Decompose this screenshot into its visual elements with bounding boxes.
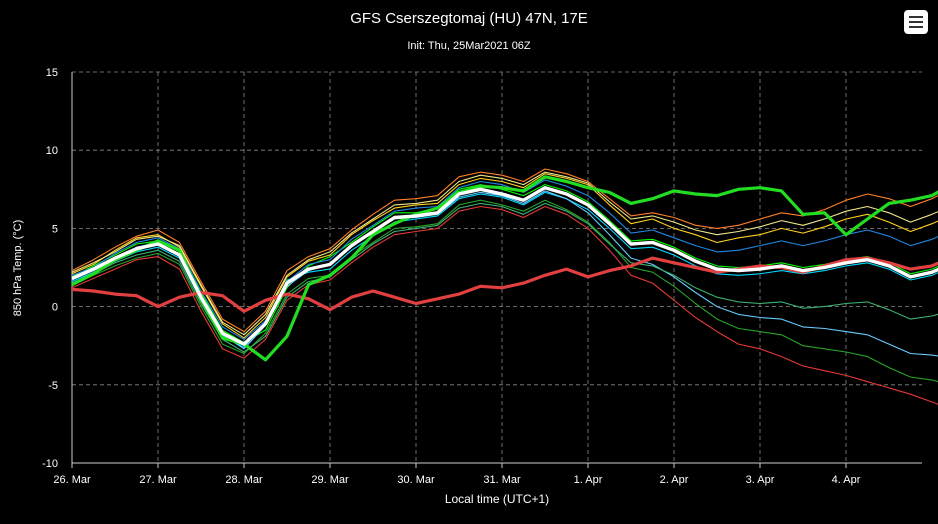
chart-title: GFS Cserszegtomaj (HU) 47N, 17E — [350, 10, 588, 27]
y-tick-label: -5 — [48, 380, 58, 392]
ensemble-member-line — [71, 173, 938, 339]
x-tick-label: 1. Apr — [574, 474, 603, 486]
x-tick-label: 26. Mar — [53, 474, 91, 486]
x-tick-label: 29. Mar — [311, 474, 349, 486]
ensemble-member-line — [71, 184, 938, 344]
x-tick-label: 31. Mar — [483, 474, 521, 486]
axes: -10 -5 0 5 10 15 26. Mar 27. Mar 28. Mar 29. Mar 3… — [42, 67, 922, 486]
ensemble-member-line — [71, 205, 938, 405]
x-tick-label: 2. Apr — [660, 474, 689, 486]
x-tick-label: 28. Mar — [225, 474, 263, 486]
y-axis-label: 850 hPa Temp. (°C) — [12, 220, 24, 317]
x-tick-label: 30. Mar — [397, 474, 435, 486]
x-tick-label: 3. Apr — [746, 474, 775, 486]
ensemble-member-line — [71, 202, 938, 353]
hamburger-icon — [909, 16, 923, 18]
hamburger-icon-bar — [909, 21, 923, 23]
y-tick-label: 10 — [46, 145, 58, 157]
ensemble-member-line — [71, 171, 938, 336]
ensemble-member-line — [71, 199, 938, 382]
chart-subtitle: Init: Thu, 25Mar2021 06Z — [407, 40, 531, 52]
x-tick-label: 27. Mar — [139, 474, 177, 486]
series-group — [71, 168, 938, 405]
y-tick-label: -10 — [42, 458, 58, 470]
ensemble-member-line — [71, 179, 938, 340]
x-axis-label: Local time (UTC+1) — [445, 492, 549, 506]
y-tick-label: 15 — [46, 67, 58, 79]
chart-menu-button[interactable] — [904, 10, 928, 34]
x-tick-label: 4. Apr — [832, 474, 861, 486]
ensemble-member-line — [71, 190, 938, 357]
control-run-line — [71, 175, 938, 362]
hamburger-icon-bar — [909, 26, 923, 28]
y-tick-label: 0 — [52, 302, 58, 314]
ensemble-mean-line — [71, 185, 938, 346]
y-tick-label: 5 — [52, 223, 58, 235]
